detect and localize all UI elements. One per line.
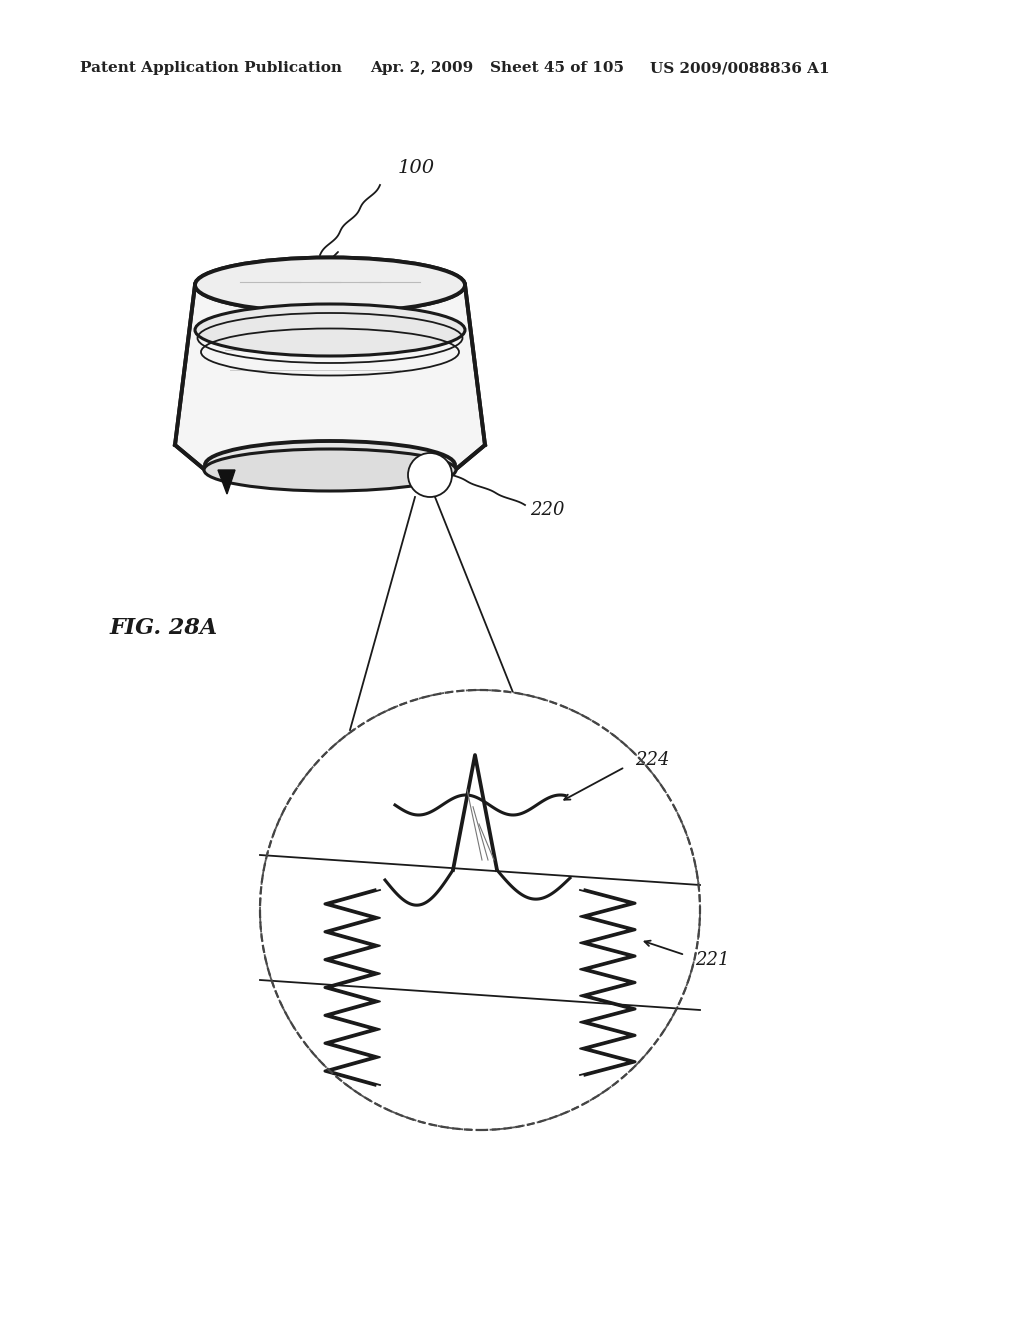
Text: 100: 100 xyxy=(398,158,435,177)
Text: 224: 224 xyxy=(635,751,670,770)
Ellipse shape xyxy=(195,257,465,313)
Ellipse shape xyxy=(204,449,456,491)
Text: Sheet 45 of 105: Sheet 45 of 105 xyxy=(490,61,624,75)
Circle shape xyxy=(260,690,700,1130)
Text: 221: 221 xyxy=(695,950,729,969)
Text: FIG. 28A: FIG. 28A xyxy=(110,616,218,639)
Text: 220: 220 xyxy=(530,502,564,519)
Ellipse shape xyxy=(195,257,465,313)
Text: Apr. 2, 2009: Apr. 2, 2009 xyxy=(370,61,473,75)
Circle shape xyxy=(408,453,452,498)
Polygon shape xyxy=(417,470,435,494)
Polygon shape xyxy=(218,470,234,494)
Text: US 2009/0088836 A1: US 2009/0088836 A1 xyxy=(650,61,829,75)
Ellipse shape xyxy=(205,441,455,488)
Polygon shape xyxy=(175,285,485,470)
Text: Patent Application Publication: Patent Application Publication xyxy=(80,61,342,75)
Ellipse shape xyxy=(195,304,465,356)
